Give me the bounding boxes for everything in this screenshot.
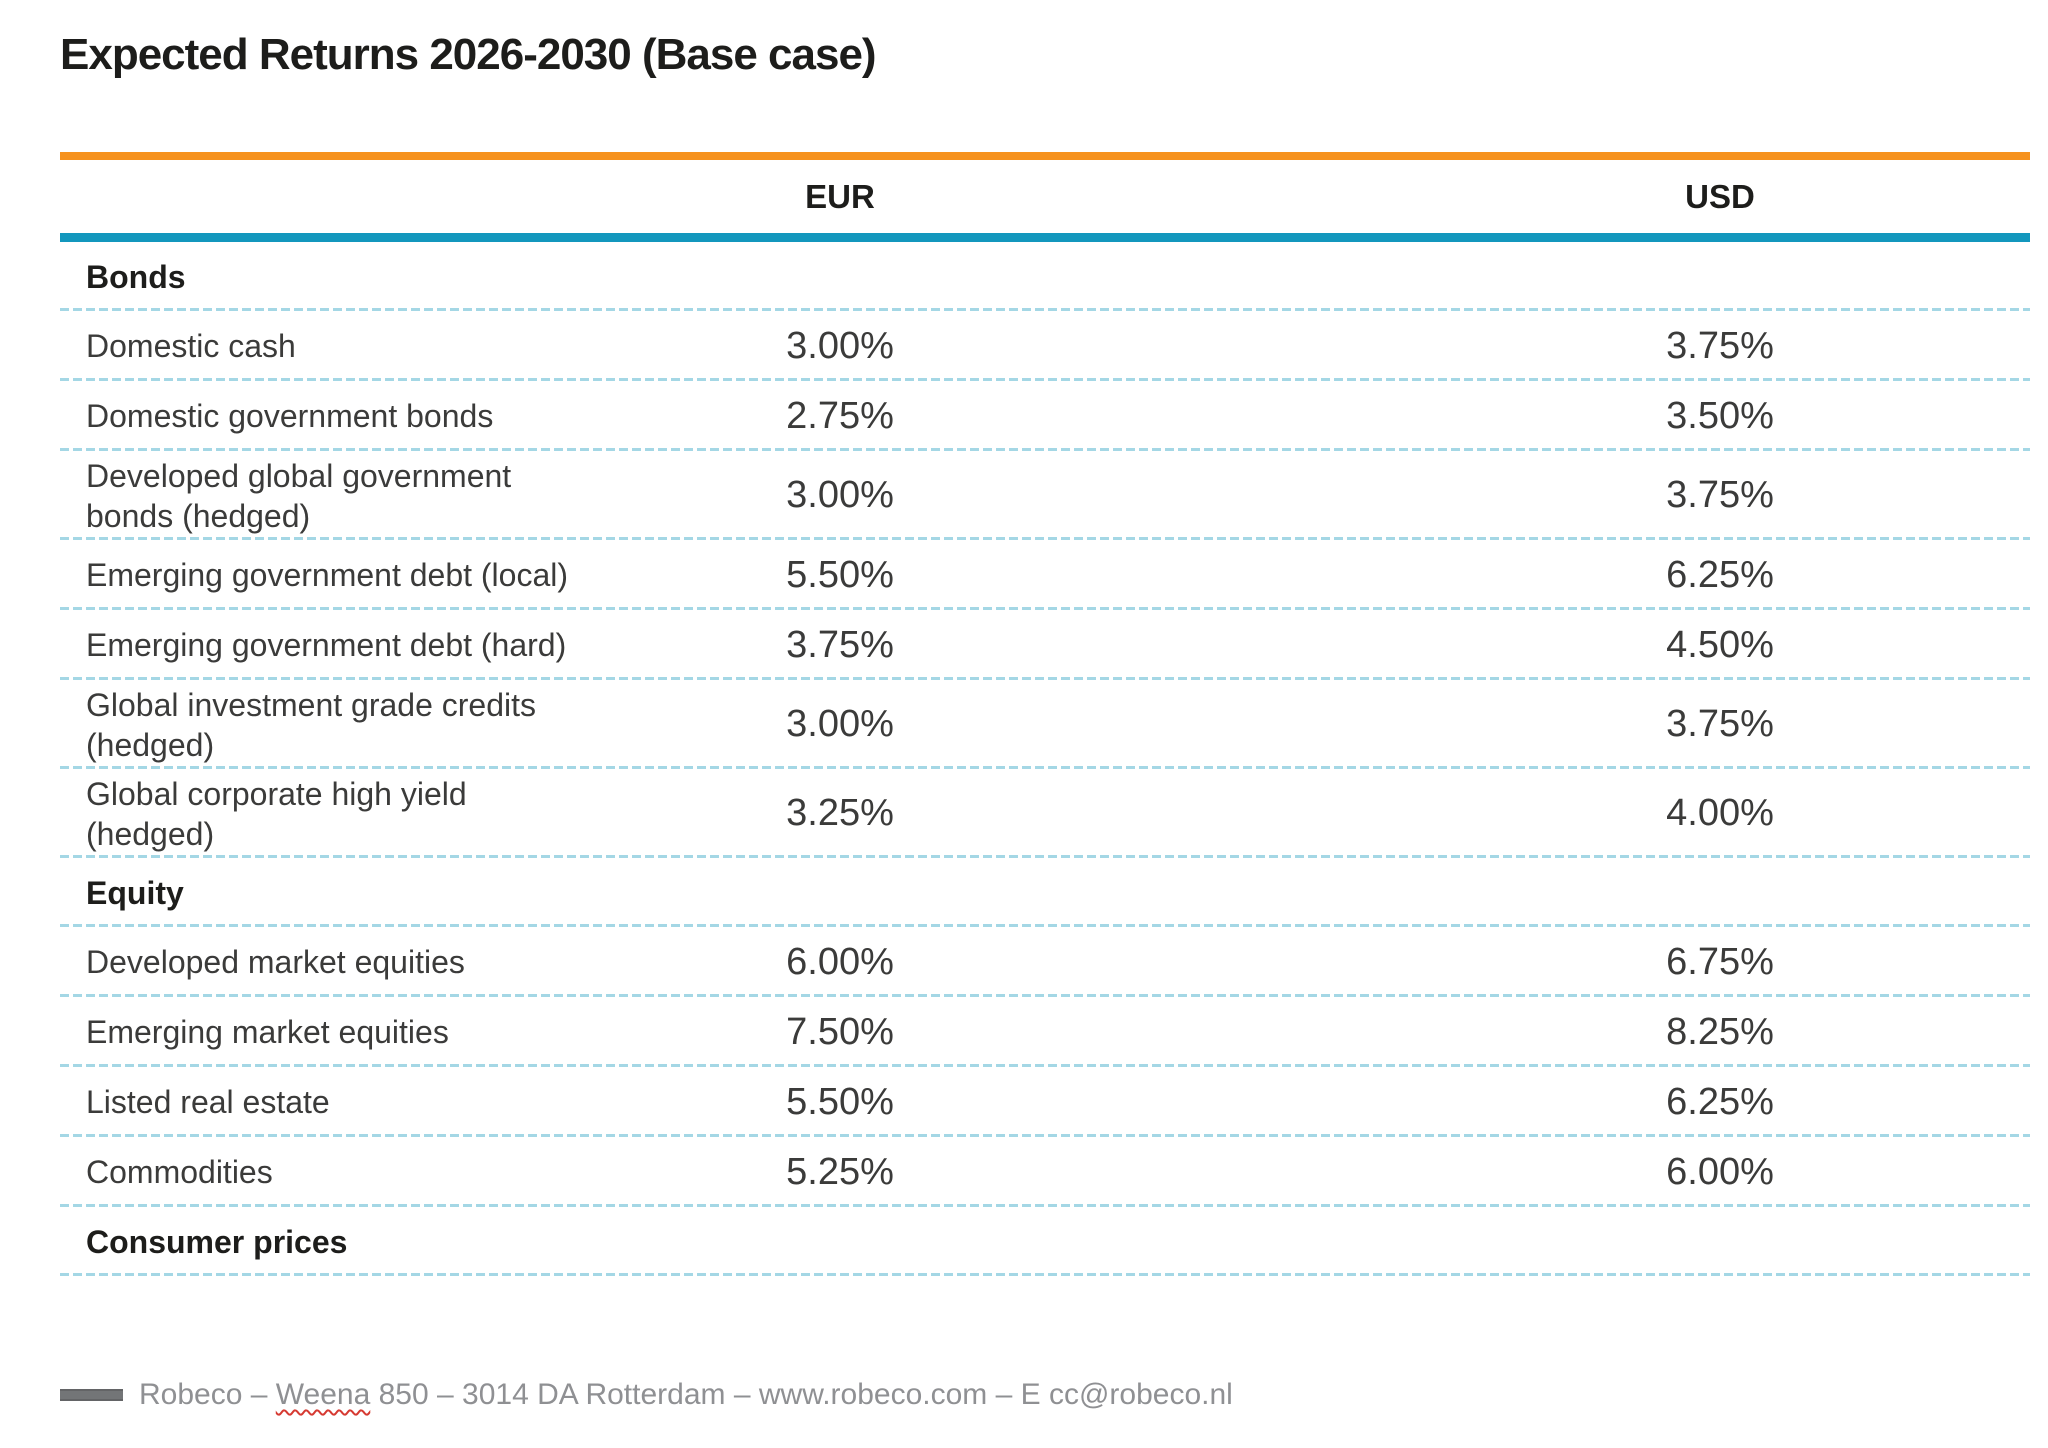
- eur-value: 5.25%: [786, 1150, 894, 1193]
- footer-text-suffix: 850 – 3014 DA Rotterdam – www.robeco.com…: [370, 1378, 1233, 1411]
- column-header-usd: USD: [1685, 177, 1755, 215]
- table-body: Bonds Domestic cash 3.00% 3.75% Domestic gov…: [60, 242, 2030, 1276]
- teal-header-rule: [60, 233, 2030, 242]
- row-label: Domestic government bonds: [86, 398, 494, 434]
- row-label: Commodities: [86, 1154, 273, 1190]
- robeco-logo-mark: [60, 1389, 123, 1401]
- usd-value: 6.00%: [1666, 1150, 1774, 1193]
- table-row: Developed market equities 6.00% 6.75%: [60, 927, 2030, 997]
- table-row: Emerging market equities 7.50% 8.25%: [60, 997, 2030, 1067]
- footer-text-prefix: Robeco –: [139, 1378, 276, 1411]
- table-header-row: EUR USD: [60, 160, 2030, 233]
- table-row: Domestic cash 3.00% 3.75%: [60, 311, 2030, 381]
- row-label: Developed market equities: [86, 944, 465, 980]
- table-row: Global corporate high yield (hedged) 3.25…: [60, 769, 2030, 858]
- table-row: Listed real estate 5.50% 6.25%: [60, 1067, 2030, 1137]
- eur-value: 3.25%: [786, 792, 894, 834]
- eur-value: 3.00%: [786, 703, 894, 745]
- section-label: Bonds: [86, 258, 186, 295]
- row-label: Global corporate high yield (hedged): [86, 775, 467, 852]
- expected-returns-table: EUR USD Bonds Domestic cash 3.00% 3.75% Dome…: [60, 152, 2030, 1276]
- usd-value: 6.25%: [1666, 1080, 1774, 1123]
- usd-value: 6.75%: [1666, 940, 1774, 983]
- eur-value: 3.00%: [786, 324, 894, 367]
- eur-value: 6.00%: [786, 940, 894, 983]
- usd-value: 8.25%: [1666, 1010, 1774, 1053]
- table-row: Commodities 5.25% 6.00%: [60, 1137, 2030, 1207]
- usd-value: 4.50%: [1666, 623, 1774, 666]
- eur-value: 3.75%: [786, 623, 894, 666]
- section-label: Consumer prices: [86, 1223, 348, 1260]
- orange-top-rule: [60, 152, 2030, 160]
- section-label: Equity: [86, 874, 184, 911]
- row-label: Developed global government bonds (hedge…: [86, 457, 512, 534]
- eur-value: 5.50%: [786, 1080, 894, 1123]
- usd-value: 4.00%: [1666, 792, 1774, 834]
- row-label: Emerging government debt (hard): [86, 627, 567, 663]
- usd-value: 3.75%: [1666, 703, 1774, 745]
- section-row: Equity: [60, 858, 2030, 927]
- section-row: Bonds: [60, 242, 2030, 311]
- footer: Robeco – Weena 850 – 3014 DA Rotterdam –…: [60, 1378, 1233, 1412]
- table-row: Domestic government bonds 2.75% 3.50%: [60, 381, 2030, 451]
- eur-value: 2.75%: [786, 394, 894, 437]
- table-row: Emerging government debt (local) 5.50% 6.2…: [60, 540, 2030, 610]
- usd-value: 6.25%: [1666, 553, 1774, 596]
- footer-text: Robeco – Weena 850 – 3014 DA Rotterdam –…: [139, 1378, 1233, 1412]
- page-title: Expected Returns 2026-2030 (Base case): [60, 30, 877, 79]
- row-label: Domestic cash: [86, 328, 296, 364]
- table-row: Emerging government debt (hard) 3.75% 4.50…: [60, 610, 2030, 680]
- eur-value: 5.50%: [786, 553, 894, 596]
- misspelled-word: Weena: [275, 1378, 371, 1411]
- table-row: Global investment grade credits (hedged)…: [60, 680, 2030, 769]
- row-label: Global investment grade credits (hedged): [86, 686, 536, 763]
- row-label: Emerging market equities: [86, 1014, 449, 1050]
- row-label: Listed real estate: [86, 1084, 330, 1120]
- usd-value: 3.75%: [1666, 324, 1774, 367]
- usd-value: 3.75%: [1666, 474, 1774, 516]
- row-label: Emerging government debt (local): [86, 557, 569, 593]
- column-header-eur: EUR: [805, 177, 875, 215]
- section-row: Consumer prices: [60, 1207, 2030, 1276]
- usd-value: 3.50%: [1666, 394, 1774, 437]
- eur-value: 7.50%: [786, 1010, 894, 1053]
- table-row: Developed global government bonds (hedge…: [60, 451, 2030, 540]
- eur-value: 3.00%: [786, 474, 894, 516]
